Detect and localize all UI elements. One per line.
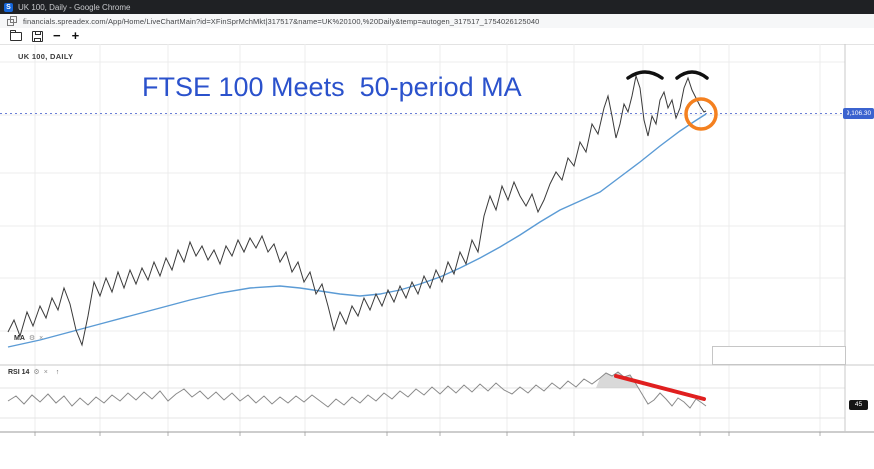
ma-legend: MA ⚙ × (14, 334, 43, 342)
rsi-line (7, 371, 707, 409)
window-title: UK 100, Daily - Google Chrome (18, 2, 131, 12)
zoom-out-button[interactable]: − (53, 28, 61, 43)
annotation-headline: FTSE 100 Meets 50-period MA (142, 72, 522, 102)
chart-menubar: − + (0, 28, 874, 45)
ma-remove-icon[interactable]: × (39, 335, 44, 342)
rsi-collapse-arrow[interactable]: ↑ (55, 369, 60, 376)
double-top-arc-annotation (675, 70, 709, 80)
zoom-in-button[interactable]: + (71, 28, 80, 43)
rsi-legend-label: RSI 14 (8, 369, 30, 376)
open-folder-icon[interactable] (10, 29, 22, 41)
url-text: financials.spreadex.com/App/Home/LiveCha… (23, 16, 540, 26)
ma-settings-gear-icon[interactable]: ⚙ (28, 335, 36, 342)
double-top-arc-annotation (626, 70, 664, 80)
price-line (7, 74, 707, 347)
rsi-legend: RSI 14 ⚙ × ↑ (8, 368, 59, 376)
rsi-downtrend-annotation (614, 374, 706, 401)
rsi-remove-icon[interactable]: × (43, 369, 48, 376)
window-titlebar: S UK 100, Daily - Google Chrome (0, 0, 874, 14)
drawing-toolbar (712, 346, 846, 365)
ma-touch-circle-annotation (684, 97, 718, 131)
symbol-label: UK 100, DAILY (18, 52, 74, 61)
spreadex-favicon: S (4, 2, 13, 12)
ma-legend-label: MA (14, 335, 25, 342)
page-tab-icon (7, 16, 17, 26)
rsi-settings-gear-icon[interactable]: ⚙ (33, 369, 40, 376)
save-icon[interactable] (32, 30, 43, 42)
ma-line (7, 113, 707, 348)
current-price-badge: 9,106.30 (843, 108, 874, 119)
rsi-value-badge: 45 (849, 400, 868, 410)
